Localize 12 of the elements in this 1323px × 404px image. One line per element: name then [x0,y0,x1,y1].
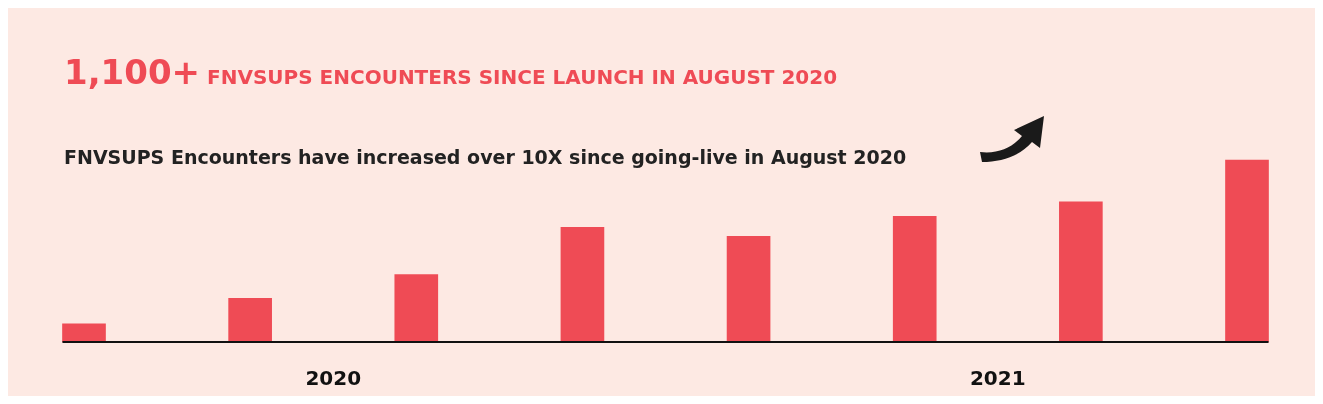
text: 2020 [305,366,362,391]
bar [892,216,937,343]
bar [394,274,439,343]
bar [62,323,106,343]
text: 2021 [969,366,1026,391]
chart-subtitle: FNVSUPS Encounters have increased over 10X since going-live in August 2020 [64,146,907,168]
bar [726,236,771,343]
bar [1059,201,1103,343]
bar [1225,159,1269,343]
bar [228,297,272,343]
bar [560,227,605,343]
chart-title: 1,100+ FNVSUPS ENCOUNTERS SINCE LAUNCH IN AUGUST 2020 [64,52,838,92]
